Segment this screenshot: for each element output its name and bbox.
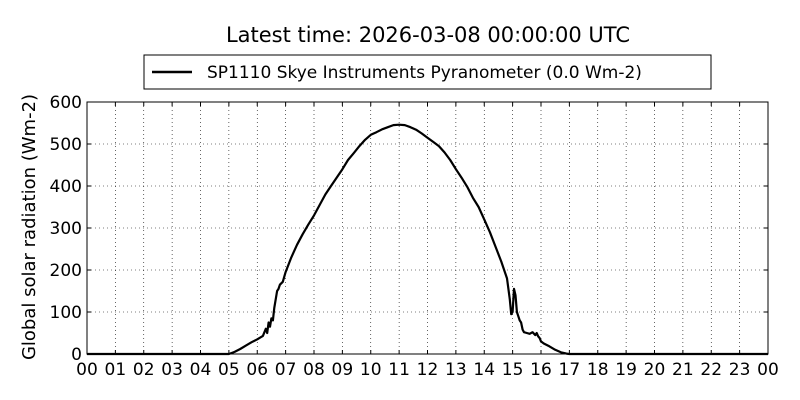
- x-tick-label: 22: [700, 360, 722, 380]
- legend-box: [143, 54, 712, 90]
- legend-label: SP1110 Skye Instruments Pyranometer (0.0…: [207, 63, 642, 83]
- chart-title: Latest time: 2026-03-08 00:00:00 UTC: [226, 23, 630, 47]
- x-tick-label: 13: [445, 360, 467, 380]
- x-tick-label: 12: [417, 360, 439, 380]
- x-tick-label: 18: [587, 360, 609, 380]
- x-tick-label: 04: [190, 360, 212, 380]
- x-tick-label: 03: [161, 360, 183, 380]
- x-tick-label: 21: [672, 360, 694, 380]
- x-tick-label: 23: [729, 360, 751, 380]
- y-tick-label: 400: [50, 177, 82, 197]
- y-tick-label: 300: [50, 219, 82, 239]
- x-tick-label: 07: [275, 360, 297, 380]
- x-tick-label: 00: [757, 360, 779, 380]
- y-axis-ticks: 0 100 200 300 400 500 600: [50, 93, 768, 365]
- grid: [87, 102, 768, 354]
- y-tick-label: 600: [50, 93, 82, 113]
- x-tick-label: 08: [303, 360, 325, 380]
- legend: SP1110 Skye Instruments Pyranometer (0.0…: [143, 54, 712, 90]
- series-layer: [87, 123, 768, 356]
- x-axis-ticks: 00 01 02 03 04 05 06 07 08 09 10 11 12 13 14 15 16 17 18 19…: [76, 102, 779, 380]
- x-tick-label: 10: [360, 360, 382, 380]
- x-tick-label: 06: [246, 360, 268, 380]
- x-tick-label: 09: [332, 360, 354, 380]
- y-tick-label: 200: [50, 261, 82, 281]
- x-tick-label: 00: [76, 360, 98, 380]
- y-tick-label: 0: [71, 345, 82, 365]
- series-line-0: [87, 123, 768, 356]
- x-tick-label: 01: [105, 360, 127, 380]
- x-tick-label: 20: [644, 360, 666, 380]
- x-tick-label: 11: [388, 360, 410, 380]
- y-tick-label: 500: [50, 135, 82, 155]
- x-tick-label: 15: [502, 360, 524, 380]
- y-tick-label: 100: [50, 303, 82, 323]
- x-tick-label: 02: [133, 360, 155, 380]
- x-tick-label: 14: [473, 360, 495, 380]
- x-tick-label: 17: [559, 360, 581, 380]
- x-tick-label: 16: [530, 360, 552, 380]
- y-axis-label: Global solar radiation (Wm-2): [19, 94, 40, 360]
- x-tick-label: 05: [218, 360, 240, 380]
- x-tick-label: 19: [615, 360, 637, 380]
